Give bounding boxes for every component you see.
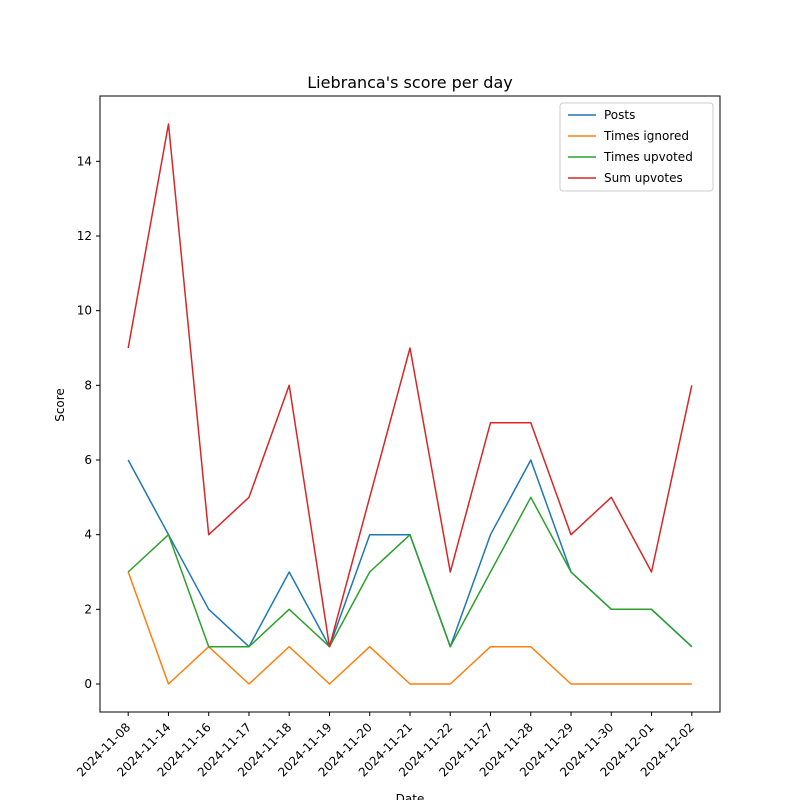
legend: Posts Times ignored Times upvoted Sum upvot… xyxy=(559,102,714,192)
legend-label: Times ignored xyxy=(603,129,689,143)
x-axis-label: Date xyxy=(396,792,425,800)
legend-label: Sum upvotes xyxy=(604,171,683,185)
legend-box xyxy=(559,102,714,192)
legend-label: Times upvoted xyxy=(603,150,693,164)
y-tick-label: 0 xyxy=(84,677,92,691)
y-tick-label: 10 xyxy=(77,304,92,318)
series-line-times-ignored xyxy=(127,571,692,685)
series-line-posts xyxy=(127,459,693,648)
y-tick-label: 8 xyxy=(84,378,92,392)
y-tick-label: 6 xyxy=(84,453,92,467)
legend-label: Posts xyxy=(604,108,635,122)
y-tick-label: 4 xyxy=(84,528,92,542)
y-tick-label: 14 xyxy=(77,154,92,168)
y-tick-label: 2 xyxy=(84,602,92,616)
series-line-sum-upvotes xyxy=(127,123,693,648)
y-tick-label: 12 xyxy=(77,229,92,243)
plot-area: 024681012142024-11-082024-11-142024-11-1… xyxy=(74,95,721,779)
series-line-times-upvoted xyxy=(127,496,693,648)
y-axis-label: Score xyxy=(53,388,67,422)
chart-title: Liebranca's score per day xyxy=(307,73,512,92)
